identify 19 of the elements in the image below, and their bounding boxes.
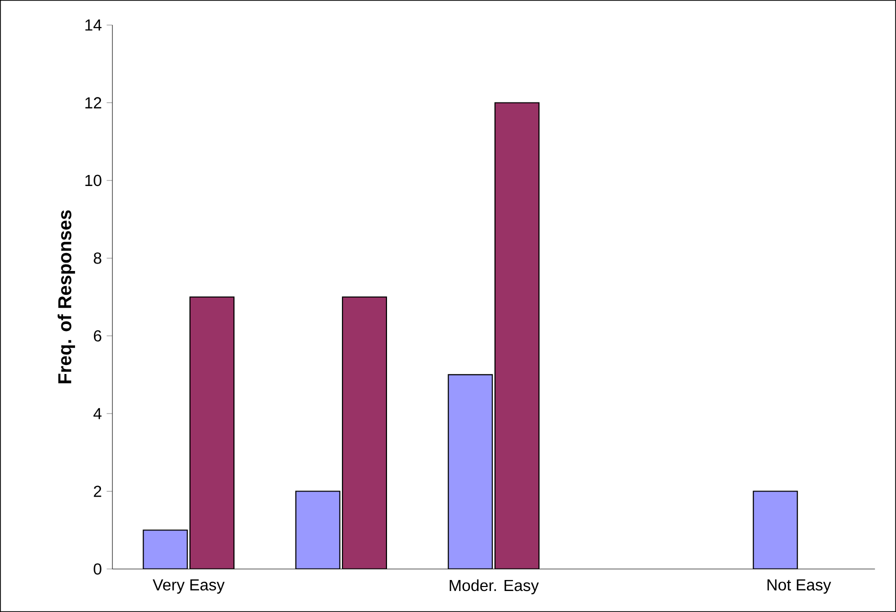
bar <box>342 296 388 569</box>
x-tick-label: Moder. Easy <box>450 579 539 594</box>
y-tick-label: 12 <box>85 97 102 108</box>
y-tick-label: 8 <box>94 252 102 264</box>
y-axis-title: Freq. of Responses <box>58 210 76 384</box>
y-tick-label: 10 <box>85 174 102 186</box>
bar <box>189 296 234 569</box>
bar <box>494 102 540 569</box>
bar <box>752 490 798 569</box>
x-tick-label: Not Easy <box>768 579 832 594</box>
y-tick-label: 14 <box>85 20 102 31</box>
y-tick-label: 6 <box>94 330 102 342</box>
bar <box>448 374 493 569</box>
y-tick-label: 2 <box>94 486 102 497</box>
y-tick-label: 4 <box>93 408 102 420</box>
y-tick-label: 0 <box>94 563 102 575</box>
bar <box>142 530 188 569</box>
bar <box>295 490 340 569</box>
x-tick-label: Very Easy <box>152 579 225 594</box>
